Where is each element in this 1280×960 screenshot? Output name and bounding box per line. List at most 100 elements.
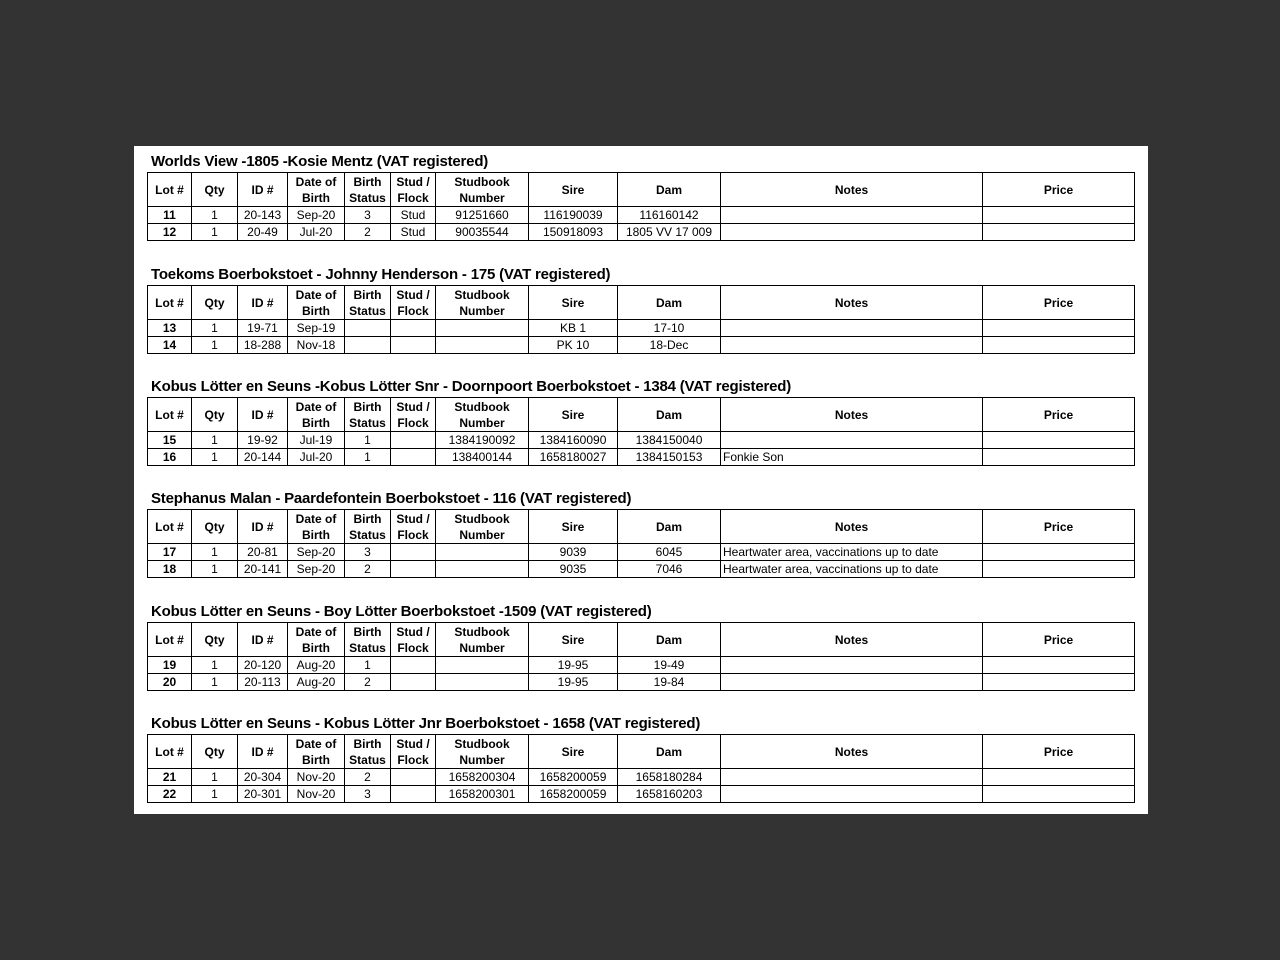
header-sire: Sire bbox=[528, 734, 618, 769]
header-sire: Sire bbox=[528, 397, 618, 432]
header-notes: Notes bbox=[720, 172, 983, 207]
cell-sire: 1658200059 bbox=[528, 768, 618, 786]
header-sire: Sire bbox=[528, 622, 618, 657]
cell-notes bbox=[720, 336, 983, 354]
header-row: Lot # Qty ID # Date of Birth Birth Status Stu… bbox=[147, 397, 1135, 432]
cell-price bbox=[982, 768, 1135, 786]
cell-sire: 1384160090 bbox=[528, 431, 618, 449]
lots-table: Lot # Qty ID # Date of Birth Birth Status Stu… bbox=[147, 285, 1135, 354]
cell-studbook bbox=[435, 560, 529, 578]
cell-price bbox=[982, 431, 1135, 449]
header-qty: Qty bbox=[191, 397, 238, 432]
cell-notes bbox=[720, 768, 983, 786]
cell-sire: PK 10 bbox=[528, 336, 618, 354]
header-dob: Date of Birth bbox=[287, 622, 345, 657]
header-lot: Lot # bbox=[147, 622, 192, 657]
cell-dob: Jul-20 bbox=[287, 223, 345, 241]
lots-table: Lot # Qty ID # Date of Birth Birth Status Stu… bbox=[147, 397, 1135, 466]
header-studbook: Studbook Number bbox=[435, 734, 529, 769]
cell-birth-status: 1 bbox=[344, 448, 391, 466]
header-birth-status: Birth Status bbox=[344, 622, 391, 657]
cell-price bbox=[982, 673, 1135, 691]
cell-studbook: 1384190092 bbox=[435, 431, 529, 449]
header-lot: Lot # bbox=[147, 734, 192, 769]
header-qty: Qty bbox=[191, 509, 238, 544]
cell-dam: 17-10 bbox=[617, 319, 721, 337]
header-row: Lot # Qty ID # Date of Birth Birth Status Stu… bbox=[147, 622, 1135, 657]
table-row: 17 1 20-81 Sep-20 3 9039 6045 Heartwater area, … bbox=[147, 543, 1135, 561]
cell-stud-flock: Stud bbox=[390, 223, 436, 241]
cell-birth-status: 1 bbox=[344, 656, 391, 674]
lot-section: Kobus Lötter en Seuns -Kobus Lötter Snr … bbox=[147, 375, 1135, 466]
table-row: 13 1 19-71 Sep-19 KB 1 17-10 bbox=[147, 319, 1135, 337]
header-price: Price bbox=[982, 285, 1135, 320]
cell-dam: 7046 bbox=[617, 560, 721, 578]
header-studbook: Studbook Number bbox=[435, 622, 529, 657]
lot-section: Worlds View -1805 -Kosie Mentz (VAT regi… bbox=[147, 150, 1135, 241]
header-birth-status: Birth Status bbox=[344, 734, 391, 769]
header-dob: Date of Birth bbox=[287, 734, 345, 769]
header-stud-flock: Stud / Flock bbox=[390, 622, 436, 657]
cell-qty: 1 bbox=[191, 431, 238, 449]
lots-table: Lot # Qty ID # Date of Birth Birth Status Stu… bbox=[147, 509, 1135, 578]
table-row: 22 1 20-301 Nov-20 3 1658200301 1658200059 1658… bbox=[147, 785, 1135, 803]
cell-dob: Aug-20 bbox=[287, 673, 345, 691]
cell-sire: KB 1 bbox=[528, 319, 618, 337]
header-id: ID # bbox=[237, 509, 288, 544]
table-row: 19 1 20-120 Aug-20 1 19-95 19-49 bbox=[147, 656, 1135, 674]
header-dob: Date of Birth bbox=[287, 397, 345, 432]
header-stud-flock: Stud / Flock bbox=[390, 172, 436, 207]
cell-price bbox=[982, 319, 1135, 337]
cell-dam: 19-49 bbox=[617, 656, 721, 674]
cell-id: 20-304 bbox=[237, 768, 288, 786]
cell-qty: 1 bbox=[191, 785, 238, 803]
header-qty: Qty bbox=[191, 734, 238, 769]
section-title: Kobus Lötter en Seuns - Boy Lötter Boerb… bbox=[151, 603, 652, 620]
cell-lot: 20 bbox=[147, 673, 192, 691]
cell-id: 20-144 bbox=[237, 448, 288, 466]
header-price: Price bbox=[982, 622, 1135, 657]
cell-studbook: 1658200304 bbox=[435, 768, 529, 786]
cell-dob: Sep-20 bbox=[287, 560, 345, 578]
cell-id: 20-81 bbox=[237, 543, 288, 561]
cell-id: 19-92 bbox=[237, 431, 288, 449]
cell-lot: 21 bbox=[147, 768, 192, 786]
cell-id: 20-49 bbox=[237, 223, 288, 241]
lot-section: Stephanus Malan - Paardefontein Boerboks… bbox=[147, 487, 1135, 578]
header-qty: Qty bbox=[191, 172, 238, 207]
cell-birth-status bbox=[344, 319, 391, 337]
cell-sire: 9035 bbox=[528, 560, 618, 578]
cell-studbook: 138400144 bbox=[435, 448, 529, 466]
cell-price bbox=[982, 560, 1135, 578]
cell-price bbox=[982, 336, 1135, 354]
cell-dam: 19-84 bbox=[617, 673, 721, 691]
header-sire: Sire bbox=[528, 509, 618, 544]
cell-notes bbox=[720, 431, 983, 449]
header-birth-status: Birth Status bbox=[344, 397, 391, 432]
table-row: 14 1 18-288 Nov-18 PK 10 18-Dec bbox=[147, 336, 1135, 354]
header-notes: Notes bbox=[720, 285, 983, 320]
cell-qty: 1 bbox=[191, 448, 238, 466]
header-studbook: Studbook Number bbox=[435, 172, 529, 207]
lot-section: Kobus Lötter en Seuns - Boy Lötter Boerb… bbox=[147, 600, 1135, 691]
cell-dob: Sep-20 bbox=[287, 206, 345, 224]
cell-stud-flock bbox=[390, 319, 436, 337]
lots-table: Lot # Qty ID # Date of Birth Birth Status Stu… bbox=[147, 734, 1135, 803]
header-studbook: Studbook Number bbox=[435, 285, 529, 320]
header-lot: Lot # bbox=[147, 285, 192, 320]
header-lot: Lot # bbox=[147, 509, 192, 544]
cell-id: 20-301 bbox=[237, 785, 288, 803]
cell-dam: 1384150040 bbox=[617, 431, 721, 449]
header-sire: Sire bbox=[528, 172, 618, 207]
cell-lot: 14 bbox=[147, 336, 192, 354]
header-dam: Dam bbox=[617, 622, 721, 657]
lots-table: Lot # Qty ID # Date of Birth Birth Status Stu… bbox=[147, 622, 1135, 691]
cell-dob: Sep-20 bbox=[287, 543, 345, 561]
header-stud-flock: Stud / Flock bbox=[390, 734, 436, 769]
header-dam: Dam bbox=[617, 172, 721, 207]
cell-price bbox=[982, 656, 1135, 674]
cell-notes bbox=[720, 673, 983, 691]
section-title: Kobus Lötter en Seuns - Kobus Lötter Jnr… bbox=[151, 715, 701, 732]
cell-qty: 1 bbox=[191, 223, 238, 241]
header-row: Lot # Qty ID # Date of Birth Birth Status Stu… bbox=[147, 509, 1135, 544]
